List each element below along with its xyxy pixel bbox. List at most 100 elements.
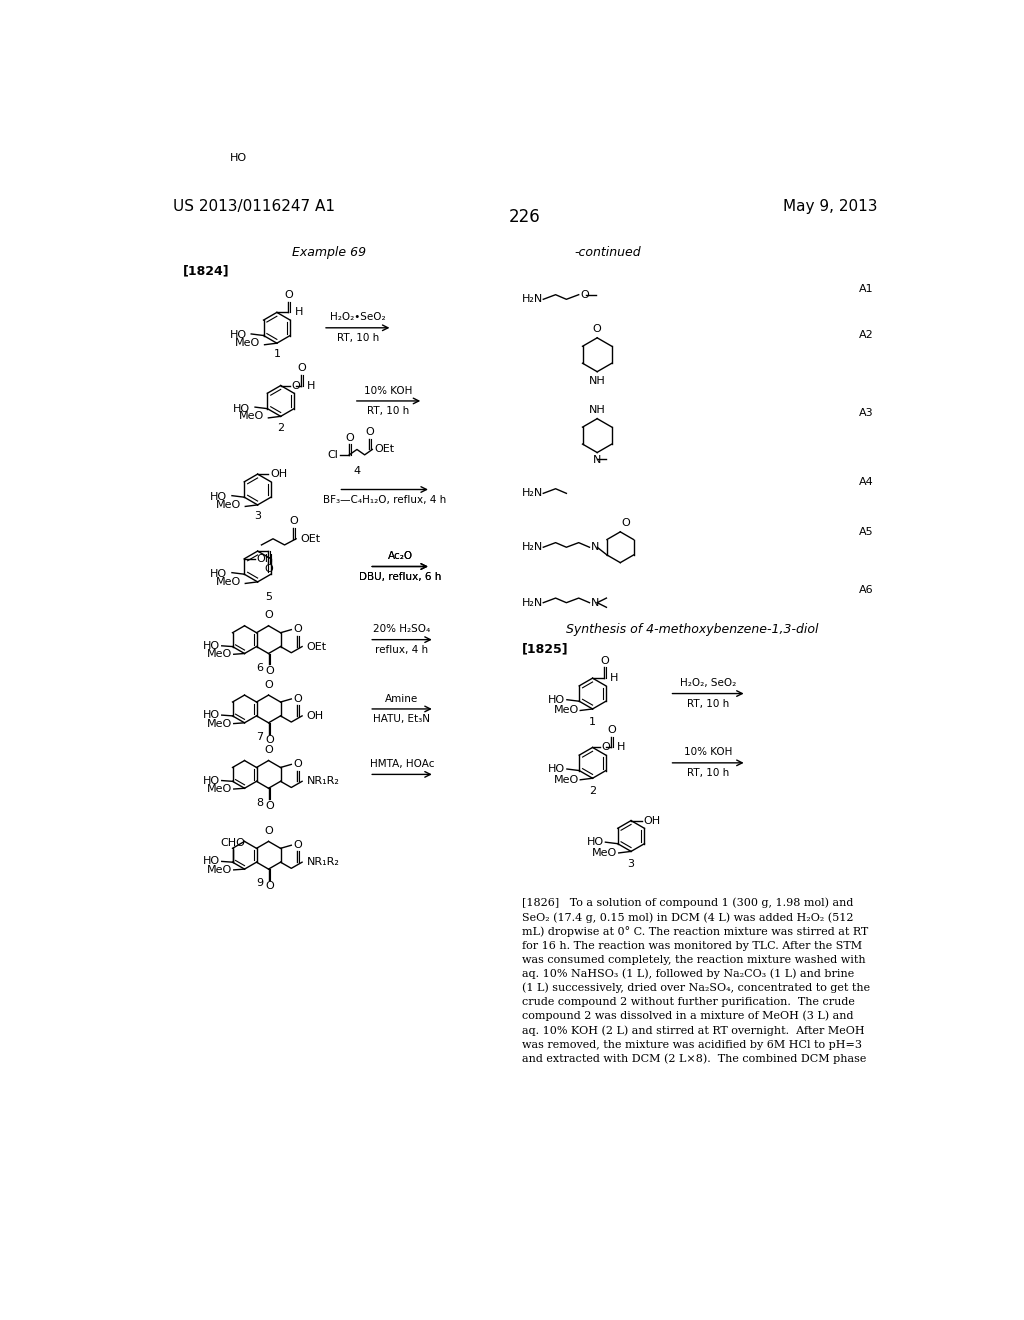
Text: O: O bbox=[346, 433, 354, 442]
Text: O: O bbox=[285, 290, 294, 300]
Text: O: O bbox=[264, 746, 273, 755]
Text: O: O bbox=[265, 564, 273, 574]
Text: O: O bbox=[621, 517, 630, 528]
Text: O: O bbox=[602, 742, 610, 752]
Text: H: H bbox=[295, 308, 303, 317]
Text: MeO: MeO bbox=[207, 718, 232, 729]
Text: 2: 2 bbox=[278, 422, 285, 433]
Text: RT, 10 h: RT, 10 h bbox=[687, 768, 729, 779]
Text: 3: 3 bbox=[254, 511, 261, 521]
Text: DBU, reflux, 6 h: DBU, reflux, 6 h bbox=[358, 572, 441, 582]
Text: MeO: MeO bbox=[234, 338, 260, 348]
Text: HO: HO bbox=[229, 153, 247, 164]
Text: 10% KOH: 10% KOH bbox=[365, 385, 413, 396]
Text: A1: A1 bbox=[859, 284, 873, 294]
Text: HO: HO bbox=[203, 776, 220, 785]
Text: O: O bbox=[292, 380, 300, 391]
Text: Ac₂O: Ac₂O bbox=[387, 552, 413, 561]
Text: N: N bbox=[591, 543, 599, 552]
Text: N: N bbox=[593, 455, 601, 465]
Text: NR₁R₂: NR₁R₂ bbox=[307, 857, 340, 867]
Text: HO: HO bbox=[229, 330, 247, 341]
Text: OH: OH bbox=[643, 816, 660, 825]
Text: A3: A3 bbox=[859, 408, 873, 417]
Text: OEt: OEt bbox=[301, 533, 321, 544]
Text: Cl: Cl bbox=[328, 450, 339, 459]
Text: O: O bbox=[264, 680, 273, 689]
Text: H₂N: H₂N bbox=[522, 488, 544, 499]
Text: 7: 7 bbox=[256, 733, 263, 742]
Text: HO: HO bbox=[203, 710, 220, 721]
Text: H₂O₂, SeO₂: H₂O₂, SeO₂ bbox=[680, 678, 736, 688]
Text: O: O bbox=[290, 516, 298, 527]
Text: O: O bbox=[294, 693, 303, 704]
Text: MeO: MeO bbox=[207, 784, 232, 795]
Text: O: O bbox=[294, 840, 303, 850]
Text: 5: 5 bbox=[265, 591, 272, 602]
Text: O: O bbox=[264, 610, 273, 620]
Text: O: O bbox=[600, 656, 609, 665]
Text: O: O bbox=[265, 735, 273, 744]
Text: 1: 1 bbox=[589, 717, 596, 726]
Text: 6: 6 bbox=[256, 663, 263, 673]
Text: O: O bbox=[607, 725, 616, 735]
Text: May 9, 2013: May 9, 2013 bbox=[783, 199, 878, 214]
Text: HO: HO bbox=[210, 569, 227, 579]
Text: 9: 9 bbox=[256, 878, 263, 888]
Text: MeO: MeO bbox=[215, 577, 241, 587]
Text: NR₁R₂: NR₁R₂ bbox=[307, 776, 340, 787]
Text: 20% H₂SO₄: 20% H₂SO₄ bbox=[374, 624, 431, 635]
Text: RT, 10 h: RT, 10 h bbox=[687, 700, 729, 709]
Text: 2: 2 bbox=[589, 785, 596, 796]
Text: -continued: -continued bbox=[574, 246, 641, 259]
Text: CHO: CHO bbox=[220, 838, 245, 849]
Text: H₂N: H₂N bbox=[522, 543, 544, 552]
Text: O: O bbox=[581, 289, 589, 300]
Text: 226: 226 bbox=[509, 209, 541, 226]
Text: HATU, Et₃N: HATU, Et₃N bbox=[374, 714, 430, 725]
Text: OEt: OEt bbox=[307, 642, 327, 652]
Text: MeO: MeO bbox=[207, 865, 232, 875]
Text: HO: HO bbox=[203, 640, 220, 651]
Text: MeO: MeO bbox=[553, 775, 579, 785]
Text: O: O bbox=[294, 624, 303, 635]
Text: 3: 3 bbox=[628, 859, 635, 869]
Text: OH: OH bbox=[257, 554, 273, 564]
Text: O: O bbox=[265, 800, 273, 810]
Text: MeO: MeO bbox=[215, 500, 241, 510]
Text: HO: HO bbox=[587, 837, 604, 847]
Text: A2: A2 bbox=[859, 330, 873, 341]
Text: 1: 1 bbox=[273, 350, 281, 359]
Text: MeO: MeO bbox=[553, 705, 579, 715]
Text: Ac₂O: Ac₂O bbox=[387, 552, 413, 561]
Text: HO: HO bbox=[203, 857, 220, 866]
Text: 10% KOH: 10% KOH bbox=[684, 747, 732, 758]
Text: Amine: Amine bbox=[385, 693, 419, 704]
Text: H₂O₂•SeO₂: H₂O₂•SeO₂ bbox=[330, 313, 385, 322]
Text: reflux, 4 h: reflux, 4 h bbox=[376, 645, 429, 655]
Text: DBU, reflux, 6 h: DBU, reflux, 6 h bbox=[358, 572, 441, 582]
Text: NH: NH bbox=[589, 405, 605, 414]
Text: A4: A4 bbox=[859, 477, 873, 487]
Text: RT, 10 h: RT, 10 h bbox=[368, 407, 410, 416]
Text: RT, 10 h: RT, 10 h bbox=[337, 333, 379, 343]
Text: MeO: MeO bbox=[592, 847, 617, 858]
Text: Synthesis of 4-methoxybenzene-1,3-diol: Synthesis of 4-methoxybenzene-1,3-diol bbox=[566, 623, 819, 636]
Text: HO: HO bbox=[548, 764, 565, 774]
Text: O: O bbox=[265, 665, 273, 676]
Text: BF₃—C₄H₁₂O, reflux, 4 h: BF₃—C₄H₁₂O, reflux, 4 h bbox=[323, 495, 446, 504]
Text: HO: HO bbox=[233, 404, 251, 413]
Text: HMTA, HOAc: HMTA, HOAc bbox=[370, 759, 434, 770]
Text: O: O bbox=[593, 323, 601, 334]
Text: OH: OH bbox=[307, 711, 324, 721]
Text: H₂N: H₂N bbox=[522, 598, 544, 607]
Text: MeO: MeO bbox=[207, 649, 232, 659]
Text: [1825]: [1825] bbox=[521, 642, 568, 655]
Text: HO: HO bbox=[548, 694, 565, 705]
Text: MeO: MeO bbox=[239, 412, 264, 421]
Text: O: O bbox=[265, 882, 273, 891]
Text: OH: OH bbox=[270, 469, 287, 479]
Text: O: O bbox=[297, 363, 306, 374]
Text: [1824]: [1824] bbox=[183, 265, 229, 277]
Text: HO: HO bbox=[210, 492, 227, 502]
